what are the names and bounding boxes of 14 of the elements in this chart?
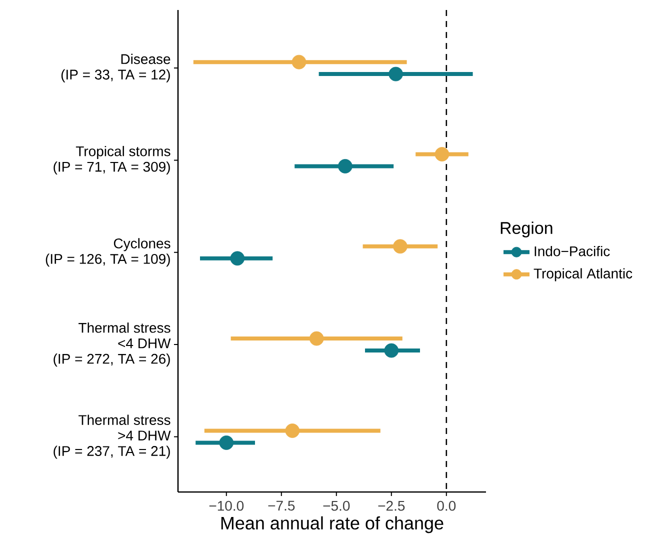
x-tick-label: −7.5 xyxy=(268,500,295,511)
y-tick-label: Thermal stress >4 DHW (IP = 237, TA = 21) xyxy=(54,414,171,459)
y-tick-label: Thermal stress <4 DHW (IP = 272, TA = 26) xyxy=(54,322,171,367)
x-tick-label: 0.0 xyxy=(437,500,456,511)
x-tick-label: −5.0 xyxy=(323,500,350,511)
legend-label: Indo−Pacific xyxy=(534,246,610,256)
y-tick-label: Disease (IP = 33, TA = 12) xyxy=(61,54,170,82)
legend-title: Region xyxy=(500,222,552,238)
y-tick-label: Tropical storms (IP = 71, TA = 309) xyxy=(54,146,170,174)
x-axis-title: Mean annual rate of change xyxy=(221,516,444,534)
legend-label: Tropical Atlantic xyxy=(534,268,632,282)
x-tick-label: −2.5 xyxy=(378,500,405,511)
y-tick-label: Cyclones (IP = 126, TA = 109) xyxy=(46,238,170,267)
x-tick-label: −10.0 xyxy=(209,500,244,511)
